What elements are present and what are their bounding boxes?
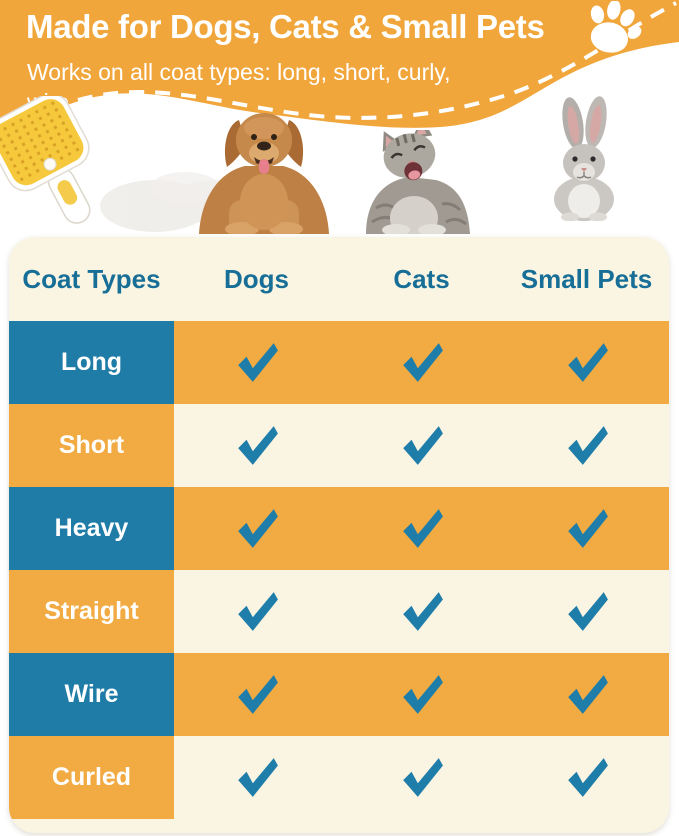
check-cell-dogs bbox=[174, 653, 339, 736]
brush-button bbox=[57, 180, 78, 205]
page-title: Made for Dogs, Cats & Small Pets bbox=[26, 8, 545, 45]
paw-icon bbox=[590, 1, 642, 53]
check-cell-dogs bbox=[174, 321, 339, 404]
row-band bbox=[174, 487, 669, 570]
golden-retriever-dog-image bbox=[199, 113, 329, 234]
row-band bbox=[174, 404, 669, 487]
check-icon bbox=[399, 589, 445, 635]
check-cell-dogs bbox=[174, 736, 339, 819]
check-icon bbox=[399, 506, 445, 552]
coat-type-label: Heavy bbox=[9, 487, 174, 570]
check-cell-small-pets bbox=[504, 570, 669, 653]
check-cell-small-pets bbox=[504, 653, 669, 736]
check-icon bbox=[564, 755, 610, 801]
check-icon bbox=[234, 755, 280, 801]
subtitle-line-1: Works on all coat types: long, short, cu… bbox=[27, 59, 451, 85]
table-row-straight: Straight bbox=[9, 570, 669, 653]
check-icon bbox=[234, 589, 280, 635]
table-row-curled: Curled bbox=[9, 736, 669, 819]
check-icon bbox=[399, 423, 445, 469]
row-band bbox=[174, 736, 669, 819]
table-row-heavy: Heavy bbox=[9, 487, 669, 570]
coat-type-label: Wire bbox=[9, 653, 174, 736]
coat-type-label: Short bbox=[9, 404, 174, 487]
check-icon bbox=[564, 672, 610, 718]
check-icon bbox=[564, 423, 610, 469]
check-cell-cats bbox=[339, 321, 504, 404]
check-cell-cats bbox=[339, 736, 504, 819]
check-icon bbox=[399, 672, 445, 718]
check-cell-cats bbox=[339, 570, 504, 653]
check-icon bbox=[399, 340, 445, 386]
table-header-row: Coat Types Dogs Cats Small Pets bbox=[9, 237, 669, 321]
row-band bbox=[174, 653, 669, 736]
check-cell-cats bbox=[339, 653, 504, 736]
tabby-cat-image bbox=[366, 130, 470, 234]
check-cell-small-pets bbox=[504, 487, 669, 570]
check-cell-small-pets bbox=[504, 321, 669, 404]
column-header-dogs: Dogs bbox=[224, 263, 289, 294]
table-row-wire: Wire bbox=[9, 653, 669, 736]
check-icon bbox=[234, 340, 280, 386]
check-icon bbox=[564, 506, 610, 552]
check-icon bbox=[234, 423, 280, 469]
coat-type-label: Straight bbox=[9, 570, 174, 653]
coat-type-table: Coat Types Dogs Cats Small Pets Long Sho… bbox=[9, 237, 669, 833]
column-header-coat-types: Coat Types bbox=[22, 263, 161, 294]
check-cell-small-pets bbox=[504, 404, 669, 487]
check-icon bbox=[234, 672, 280, 718]
column-header-cats: Cats bbox=[393, 263, 450, 294]
check-cell-cats bbox=[339, 487, 504, 570]
check-icon bbox=[564, 340, 610, 386]
table-row-long: Long bbox=[9, 321, 669, 404]
check-cell-dogs bbox=[174, 487, 339, 570]
check-cell-dogs bbox=[174, 404, 339, 487]
row-band bbox=[174, 321, 669, 404]
column-header-small-pets: Small Pets bbox=[520, 263, 653, 294]
check-cell-cats bbox=[339, 404, 504, 487]
row-band bbox=[174, 570, 669, 653]
check-icon bbox=[399, 755, 445, 801]
check-cell-dogs bbox=[174, 570, 339, 653]
gray-rabbit-image bbox=[554, 96, 614, 221]
check-icon bbox=[564, 589, 610, 635]
check-icon bbox=[234, 506, 280, 552]
coat-type-label: Long bbox=[9, 321, 174, 404]
pet-brush-image bbox=[0, 96, 91, 224]
coat-type-label: Curled bbox=[9, 736, 174, 819]
check-cell-small-pets bbox=[504, 736, 669, 819]
table-row-short: Short bbox=[9, 404, 669, 487]
